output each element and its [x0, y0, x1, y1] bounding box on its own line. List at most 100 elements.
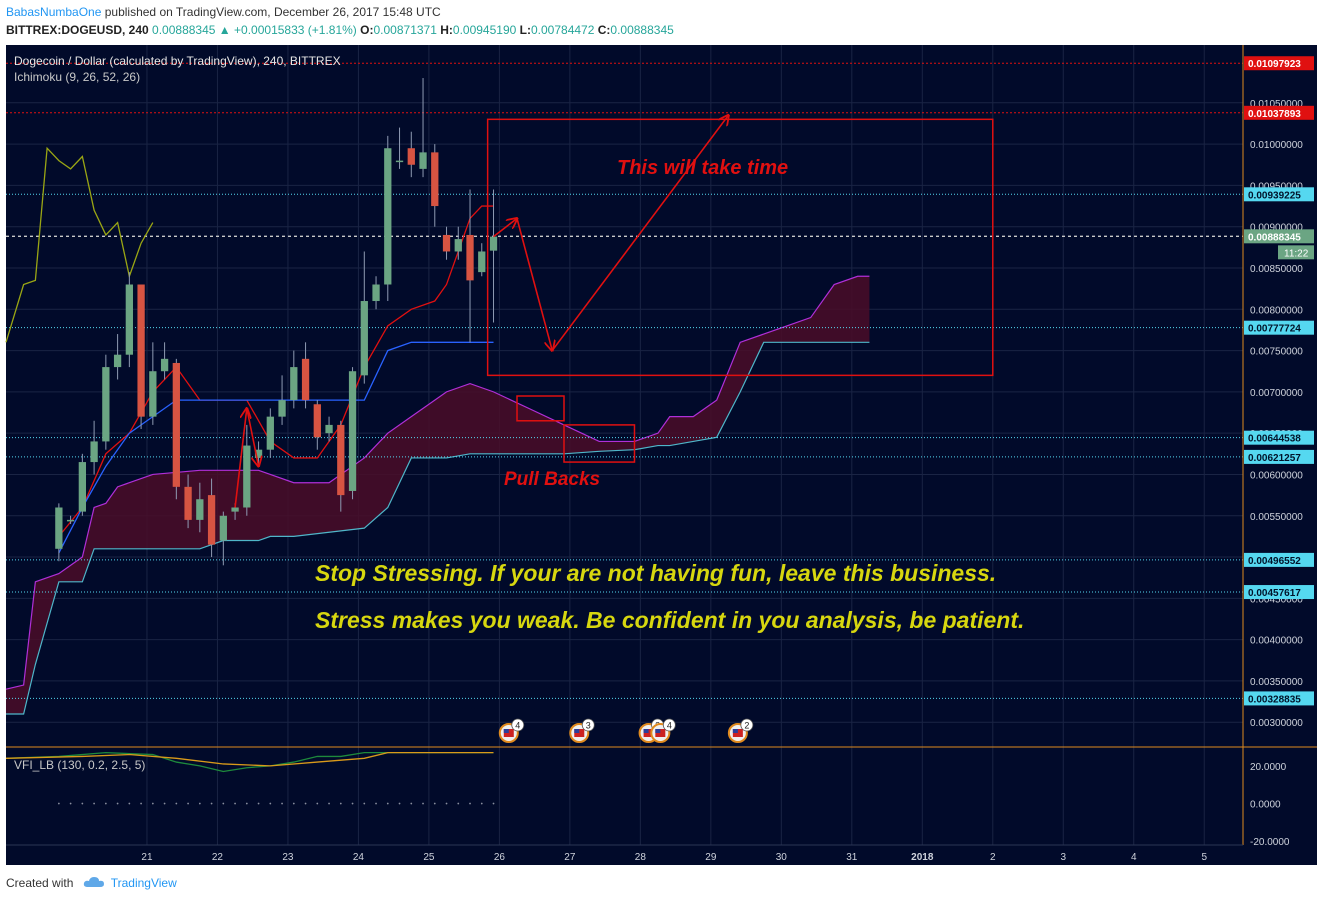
- candle-body: [419, 152, 427, 169]
- projection-arrow: [516, 218, 552, 350]
- zero-dot: [469, 802, 471, 805]
- chart-title: Dogecoin / Dollar (calculated by Trading…: [14, 54, 341, 68]
- author-link[interactable]: BabasNumbaOne: [6, 5, 102, 19]
- price-tick-label: 0.00400000: [1250, 636, 1303, 647]
- zero-dot: [245, 802, 248, 805]
- zero-dot: [492, 802, 495, 805]
- open-label: O:: [360, 23, 374, 37]
- price-tick-label: 0.00700000: [1250, 388, 1303, 399]
- change-up-icon: ▲: [218, 23, 231, 37]
- flag-icon: [655, 729, 661, 733]
- price-tick-label: 0.00600000: [1250, 470, 1303, 481]
- indicator-legend: Ichimoku (9, 26, 52, 26): [14, 70, 140, 84]
- projection-arrow: [493, 218, 517, 238]
- flag-icon: [643, 729, 649, 733]
- candle-body: [290, 367, 298, 401]
- candle-body: [466, 234, 474, 281]
- base-line: [58, 341, 494, 554]
- time-tick-label: 22: [212, 852, 224, 863]
- zero-dot: [316, 802, 319, 805]
- candle-body: [442, 234, 451, 252]
- level-badge: [1244, 449, 1314, 464]
- price-tick-label: 0.00750000: [1250, 347, 1303, 358]
- price-tick-label: 0.01000000: [1250, 140, 1303, 151]
- candle-body: [219, 515, 227, 541]
- candle-body: [431, 152, 439, 207]
- pullback-box-1: [516, 395, 565, 422]
- close-value: 0.00888345: [610, 23, 674, 37]
- time-tick-label: 31: [846, 852, 858, 863]
- signal-line: [5, 752, 494, 767]
- senkou-span-b: [6, 341, 870, 715]
- candle-body: [266, 416, 274, 450]
- candle-body: [243, 445, 251, 508]
- candle-body: [149, 371, 157, 417]
- candle-body: [160, 358, 169, 372]
- zero-dot: [93, 802, 96, 805]
- price-tick-label: 0.00950000: [1250, 181, 1303, 192]
- candle-body: [384, 148, 392, 285]
- price-tick-label: 0.00800000: [1250, 305, 1303, 316]
- event-count-badge: [581, 718, 595, 732]
- zero-dot: [234, 802, 236, 805]
- candle-body: [407, 148, 415, 165]
- time-tick-label: 26: [494, 852, 506, 863]
- zero-dot: [210, 802, 213, 805]
- zero-dot: [281, 802, 283, 805]
- time-tick-label: 21: [141, 852, 153, 863]
- price-tick-label: 0.00550000: [1250, 512, 1303, 523]
- zero-dot: [375, 802, 377, 805]
- level-badge: [1244, 552, 1314, 567]
- candle-body: [184, 486, 192, 520]
- senkou-span-a: [5, 275, 870, 690]
- time-tick-label: 30: [776, 852, 788, 863]
- tradingview-link[interactable]: TradingView: [110, 876, 177, 890]
- time-tick-label: 5: [1201, 852, 1207, 863]
- zero-dot: [163, 802, 166, 805]
- zero-dot: [222, 802, 225, 805]
- vfi-line: [5, 752, 494, 773]
- event-count: 4: [667, 721, 672, 731]
- zero-dot: [269, 802, 272, 805]
- cloud-area: [6, 276, 870, 714]
- current-price-label: 0.00888345: [1248, 232, 1301, 243]
- event-count-badge: [511, 718, 525, 732]
- close-label: C:: [597, 23, 611, 37]
- vfi-tick-label: 20.0000: [1250, 762, 1287, 773]
- footer: Created with TradingView: [6, 876, 177, 891]
- level-badge-label: 0.00777724: [1248, 324, 1301, 335]
- created-with-text: Created with: [6, 876, 74, 890]
- zero-dot: [128, 802, 131, 805]
- zero-dot: [386, 802, 389, 805]
- level-badge-label: 0.00457617: [1248, 588, 1301, 599]
- zero-dot: [292, 802, 295, 805]
- level-badge: [1244, 585, 1314, 600]
- price-tick-label: 0.00350000: [1250, 677, 1303, 688]
- tradingview-cloud-icon: [83, 876, 105, 891]
- zero-dot: [445, 802, 448, 805]
- published-text: published on TradingView.com, December 2…: [104, 5, 441, 19]
- candle-body: [478, 251, 486, 273]
- zero-dot: [363, 802, 366, 805]
- zero-dot: [140, 802, 142, 805]
- time-tick-label: 28: [635, 852, 647, 863]
- candle-body: [55, 507, 63, 549]
- zero-dot: [422, 802, 424, 805]
- candle-body: [137, 284, 145, 417]
- zero-dot: [69, 802, 72, 805]
- candle-body: [113, 354, 122, 368]
- candle-body: [196, 499, 204, 520]
- event-count: 4: [515, 721, 520, 731]
- countdown-badge: [1278, 245, 1314, 260]
- chart[interactable]: 43342 0.003000000.003500000.004000000.00…: [0, 0, 1320, 870]
- zero-dot: [151, 802, 154, 805]
- zero-dot: [257, 802, 260, 805]
- level-badge: [1244, 187, 1314, 202]
- candle-body: [313, 404, 321, 438]
- time-tick-label: 2018: [911, 852, 934, 863]
- flag-icon: [732, 729, 738, 733]
- time-tick-label: 29: [705, 852, 717, 863]
- message-line-1: Stop Stressing. If your are not having f…: [315, 560, 996, 586]
- candle-body: [125, 284, 133, 355]
- zero-dot: [433, 802, 436, 805]
